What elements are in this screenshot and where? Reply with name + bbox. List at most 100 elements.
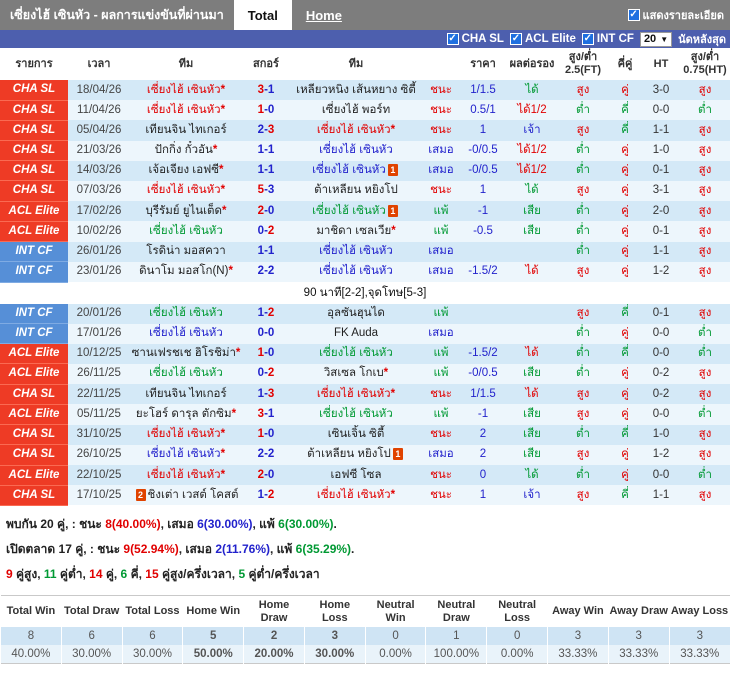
over-under-ht: สูง [680, 201, 730, 222]
match-result: เสมอ [422, 323, 460, 344]
team-name[interactable]: เซี่ยงไฮ้ เซินหัว [319, 347, 393, 360]
team-name[interactable]: เซี่ยงไฮ้ เซินหัว [316, 387, 391, 400]
team-name[interactable]: ต้าเหลียน หยิงโป [307, 448, 391, 461]
home-goals: 1 [257, 103, 265, 116]
away-team-cell: เอฟซี โซล [290, 465, 422, 486]
halftime-score: 1-0 [642, 424, 680, 445]
odd-even: คู่ [608, 180, 642, 202]
filter-cha-sl[interactable]: ✓ CHA SL [446, 33, 504, 45]
match-count-select[interactable]: 20 ▼ [639, 31, 673, 47]
team-name[interactable]: โรดิน่า มอสควา [146, 245, 226, 258]
team-name[interactable]: บุรีรัมย์ ยูไนเต็ด [145, 204, 222, 217]
team-name[interactable]: เซี่ยงไฮ้ เซินหัว [149, 307, 223, 320]
away-team-cell: เซี่ยงไฮ้ เซินหัว [290, 343, 422, 364]
team-name[interactable]: ซานเฟรชเช ฮิโรชิม่า [131, 347, 236, 360]
team-name[interactable]: เซินเจิ้น ซิตี้ [327, 428, 385, 441]
team-name[interactable]: เซี่ยงไฮ้ เซินหัว [146, 428, 221, 441]
home-team-cell: เซี่ยงไฮ้ เซินหัว* [130, 80, 242, 101]
team-name[interactable]: ดินาโม มอสโก(N) [139, 265, 229, 278]
checkbox-checked-icon[interactable]: ✓ [446, 33, 459, 45]
home-goals: 0 [257, 224, 265, 237]
over-under-ht: สูง [680, 241, 730, 262]
red-card-icon: 1 [392, 448, 403, 461]
match-result: ชนะ [422, 120, 460, 141]
match-result: เสมอ [422, 444, 460, 466]
team-name[interactable]: เซี่ยงไฮ้ เซินหัว [146, 83, 221, 96]
team-name[interactable]: เซี่ยงไฮ้ เซินหัว [312, 164, 386, 177]
team-name[interactable]: เทียนจิน ไทเกอร์ [145, 123, 227, 136]
league-badge: ACL Elite [0, 343, 68, 365]
match-row: CHA SL 26/10/25 เซี่ยงไฮ้ เซินหัว* 2-2 ต้าเห… [0, 444, 730, 466]
team-name[interactable]: เซี่ยงไฮ้ เซินหัว [146, 184, 221, 197]
team-name[interactable]: เหลียวหนิง เส้นหยาง ซิตี้ [296, 83, 416, 96]
team-name[interactable]: เซี่ยงไฮ้ เซินหัว [319, 265, 393, 278]
team-name[interactable]: เซี่ยงไฮ้ เซินหัว [146, 468, 221, 481]
handicap-outcome: เสีย [506, 221, 558, 242]
league-badge: CHA SL [0, 140, 68, 162]
over-under-ht: สูง [680, 444, 730, 466]
match-date: 11/04/26 [68, 100, 130, 121]
checkbox-checked-icon[interactable]: ✓ [509, 33, 522, 45]
summary-segment: คู่, : ชนะ [71, 541, 124, 556]
score-dash: - [264, 164, 268, 177]
halftime-score: 0-1 [642, 160, 680, 181]
team-name[interactable]: เซี่ยงไฮ้ เซินหัว [146, 448, 221, 461]
halftime-score: 0-0 [642, 343, 680, 364]
away-goals: 0 [267, 327, 275, 339]
team-name[interactable]: เซี่ยงไฮ้ เซินหัว [319, 144, 393, 157]
team-name[interactable]: เซี่ยงไฮ้ เซินหัว [149, 327, 223, 339]
stats-value: 3 [547, 627, 609, 646]
halftime-score: 0-0 [642, 404, 680, 425]
team-name[interactable]: อุลซันฮุนได [327, 307, 385, 320]
checkbox-checked-icon[interactable]: ✓ [581, 33, 594, 45]
team-name[interactable]: เซี่ยงไฮ้ เซินหัว [316, 488, 391, 501]
match-date: 23/01/26 [68, 261, 130, 283]
stats-percent: 0.00% [486, 645, 548, 664]
filter-int-cf[interactable]: ✓ INT CF [581, 33, 634, 45]
team-name[interactable]: เซี่ยงไฮ้ เซินหัว [149, 224, 223, 237]
handicap-outcome [506, 241, 558, 262]
team-name[interactable]: เซี่ยงไฮ้ พอร์ท [321, 103, 391, 116]
halftime-score: 0-0 [642, 323, 680, 344]
team-name[interactable]: ชิงเต่า เวสต์ โคสต์ [147, 488, 239, 501]
handicap-outcome [506, 303, 558, 324]
score-dash: - [264, 488, 268, 501]
team-name[interactable]: เจ้อเจียง เอฟซี [148, 164, 220, 177]
score-dash: - [264, 468, 268, 481]
team-name[interactable]: ยะโฮร์ ดารุล ตักซิม [135, 407, 232, 420]
team-name[interactable]: เซี่ยงไฮ้ เซินหัว [316, 123, 391, 136]
show-detail-toggle[interactable]: ✓ แสดงรายละเอียด [627, 6, 724, 24]
over-under-ft: สูง [558, 80, 608, 101]
score-dash: - [264, 245, 268, 258]
match-row: CHA SL 31/10/25 เซี่ยงไฮ้ เซินหัว* 1-0 เซินเ… [0, 424, 730, 446]
team-name[interactable]: FK Auda [333, 327, 379, 339]
column-header-6: ราคา [460, 48, 506, 81]
chevron-down-icon: ▼ [660, 34, 669, 44]
team-name[interactable]: เทียนจิน ไทเกอร์ [145, 387, 227, 400]
team-name[interactable]: เซี่ยงไฮ้ เซินหัว [149, 367, 223, 380]
score-cell: 3-1 [242, 404, 290, 425]
team-name[interactable]: ต้าเหลียน หยิงโป [314, 184, 398, 197]
filter-acl-elite[interactable]: ✓ ACL Elite [509, 33, 576, 45]
team-name[interactable]: เซี่ยงไฮ้ เซินหัว [319, 245, 393, 258]
match-row: INT CF 17/01/26 เซี่ยงไฮ้ เซินหัว 0-0 FK Aud… [0, 323, 730, 345]
summary-segment: คี่, [127, 566, 146, 581]
team-name[interactable]: มาชิดา เซลเวีย [316, 224, 392, 237]
team-name[interactable]: วิสเซล โกเบ [323, 367, 384, 380]
team-name[interactable]: เซี่ยงไฮ้ เซินหัว [319, 407, 393, 420]
score-cell: 0-2 [242, 363, 290, 385]
team-name[interactable]: เอฟซี โซล [330, 468, 382, 481]
team-name[interactable]: เซี่ยงไฮ้ เซินหัว [146, 103, 221, 116]
over-under-ft: สูง [558, 180, 608, 202]
team-name[interactable]: เซี่ยงไฮ้ เซินหัว [312, 204, 386, 217]
match-count-value: 20 [643, 33, 657, 45]
match-row: INT CF 20/01/26 เซี่ยงไฮ้ เซินหัว 1-2 อุลซัน… [0, 303, 730, 324]
handicap-price: 1 [460, 120, 506, 141]
tab-total[interactable]: Total [233, 0, 292, 30]
match-result: ชนะ [422, 485, 460, 506]
handicap-price: -1.5/2 [460, 261, 506, 283]
team-name[interactable]: ปักกิ่ง กั๋วอัน [154, 144, 213, 157]
tab-home[interactable]: Home [305, 7, 342, 23]
checkbox-checked-icon[interactable]: ✓ [627, 9, 640, 21]
away-goals: 0 [267, 204, 275, 217]
